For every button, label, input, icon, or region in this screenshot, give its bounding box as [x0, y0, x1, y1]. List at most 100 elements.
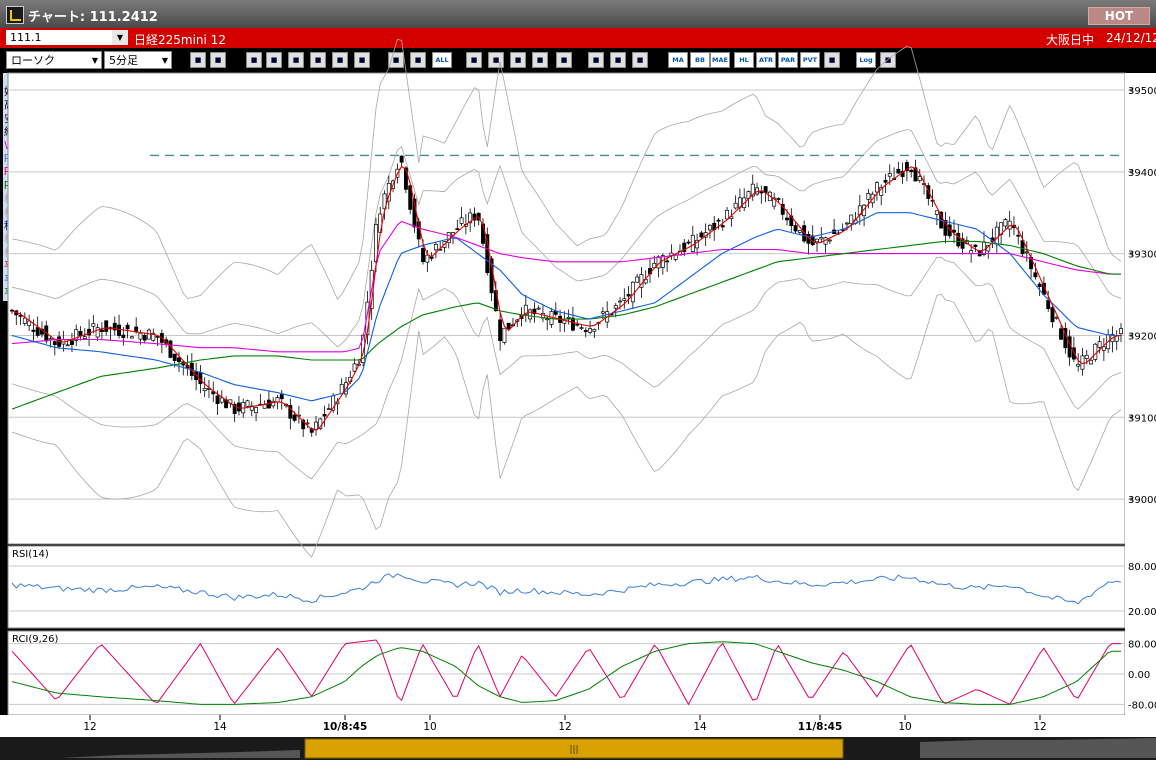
symbol-input[interactable]: 111.1 — [6, 30, 112, 45]
scroll-track — [0, 737, 1156, 760]
candle-body — [947, 224, 952, 237]
candle-body — [433, 243, 438, 251]
candle-body — [108, 327, 113, 330]
candle-body — [365, 301, 370, 335]
candle-body — [583, 330, 588, 333]
line-tool-icon[interactable]: ■ — [266, 52, 282, 68]
toolbar-par-button[interactable]: PAR — [778, 52, 798, 68]
rci-tick-label: 80.00 — [1128, 640, 1156, 651]
time-tick-label: 14 — [213, 721, 227, 733]
export-icon[interactable]: ■ — [880, 52, 896, 68]
crosshair-icon[interactable]: ■ — [210, 52, 226, 68]
boll-upper-1 — [11, 129, 1122, 348]
rci1-line — [11, 639, 1121, 706]
time-tick-label: 10 — [898, 721, 911, 733]
candle-body — [159, 333, 164, 343]
candle-body — [630, 281, 635, 303]
price-tick-label: 39300 — [1128, 250, 1156, 261]
candle-body — [386, 182, 391, 202]
candle-body — [922, 183, 926, 185]
candle-body — [408, 185, 413, 210]
price-tick-marker — [1128, 414, 1133, 421]
toolbar-mae-button[interactable]: MAE — [710, 52, 730, 68]
candle-body — [284, 403, 288, 407]
toolbar-bb-button[interactable]: BB — [690, 52, 710, 68]
cursor-icon[interactable]: ■ — [288, 52, 304, 68]
candle-body — [442, 241, 447, 248]
frame-icon[interactable]: ■ — [824, 52, 840, 68]
info-value: 41.67 — [115, 153, 147, 165]
trash-icon[interactable]: ■ — [354, 52, 370, 68]
note-icon[interactable]: ■ — [332, 52, 348, 68]
candle-body — [198, 372, 203, 385]
candle-body — [746, 191, 751, 199]
candle-body — [570, 317, 575, 331]
rci-panel-label: RCI(9,26) — [12, 634, 59, 645]
candle-body — [155, 335, 160, 338]
candle-body — [502, 327, 507, 343]
pen-icon[interactable]: ■ — [246, 52, 262, 68]
info-label: 標準偏差+2 — [4, 193, 59, 206]
candle-body — [1016, 234, 1021, 237]
clock-icon[interactable]: ■ — [488, 52, 504, 68]
pencil-icon[interactable]: ■ — [610, 52, 626, 68]
candle-body — [459, 217, 464, 224]
toolbar-hl-button[interactable]: HL — [734, 52, 754, 68]
chart-app-icon — [6, 6, 24, 24]
arrow-icon[interactable]: ■ — [310, 52, 326, 68]
hot-button[interactable]: HOT — [1088, 7, 1150, 25]
rci-tick-label: 0.00 — [1128, 670, 1150, 681]
rsi-panel-label: RSI(14) — [12, 549, 49, 560]
candle-body — [296, 414, 301, 417]
toolbar-ma-button[interactable]: MA — [668, 52, 688, 68]
rci-panel — [7, 630, 1126, 716]
info-value: 39326.19 — [96, 139, 147, 152]
candle2-icon[interactable]: ■ — [410, 52, 426, 68]
palette-icon[interactable]: ■ — [632, 52, 648, 68]
bear-icon[interactable]: ■ — [466, 52, 482, 68]
info-row: RCI1 -63.75 — [3, 166, 149, 179]
info-row: 高値 39230 — [3, 99, 149, 112]
interval-value: 5分足 — [109, 54, 138, 67]
sort-icon[interactable]: ■ — [532, 52, 548, 68]
candle-body — [44, 325, 49, 342]
candle-body — [177, 357, 181, 362]
settings-icon[interactable]: ■ — [588, 52, 604, 68]
symbol-dropdown-icon[interactable]: ▼ — [112, 30, 128, 45]
price-tick-marker — [1128, 168, 1133, 175]
candle-icon[interactable]: ■ — [388, 52, 404, 68]
toolbar-all-button[interactable]: ALL — [432, 52, 452, 68]
candle-body — [425, 254, 430, 263]
vwap-line — [11, 220, 1121, 353]
zoom-icon[interactable]: ■ — [190, 52, 206, 68]
info-icon[interactable]: ■ — [556, 52, 572, 68]
interval-select[interactable]: 5分足 ▼ — [104, 51, 172, 69]
candle-body — [1063, 328, 1068, 349]
info-label: 平均3 — [4, 287, 32, 299]
info-value: 39271.00 — [96, 260, 147, 273]
candle-body — [695, 239, 700, 249]
candle-body — [1097, 341, 1102, 348]
candle-body — [249, 405, 254, 411]
candle-body — [125, 324, 130, 330]
toolbar-pvt-button[interactable]: PVT — [800, 52, 820, 68]
info-label: RSI — [4, 153, 23, 165]
toolbar: ローソク ▼ 5分足 ▼ ■ ■ ■ ■ ■ ■ ■ ■ ■ ■ ALL ■ ■ ■ ■ ■ ■ ■ ■ MA BB MAE H… — [0, 48, 1156, 72]
candle-body — [977, 250, 982, 257]
info-label: 標準偏差-2 — [4, 246, 59, 259]
candle-body — [352, 363, 357, 372]
candle-body — [767, 191, 772, 202]
price-tick-marker — [1128, 250, 1133, 257]
toolbar-log-button[interactable]: Log — [856, 52, 876, 68]
candle-body — [643, 279, 648, 284]
candle-body — [87, 328, 92, 336]
candle-body — [194, 371, 199, 381]
chart-type-select[interactable]: ローソク ▼ — [6, 51, 102, 69]
candle-body — [553, 310, 558, 315]
fib-icon[interactable]: ■ — [510, 52, 526, 68]
candle-body — [142, 334, 147, 341]
toolbar-atr-button[interactable]: ATR — [756, 52, 776, 68]
candle-body — [776, 198, 781, 200]
candle-body — [1084, 354, 1089, 359]
candle-body — [468, 212, 473, 224]
